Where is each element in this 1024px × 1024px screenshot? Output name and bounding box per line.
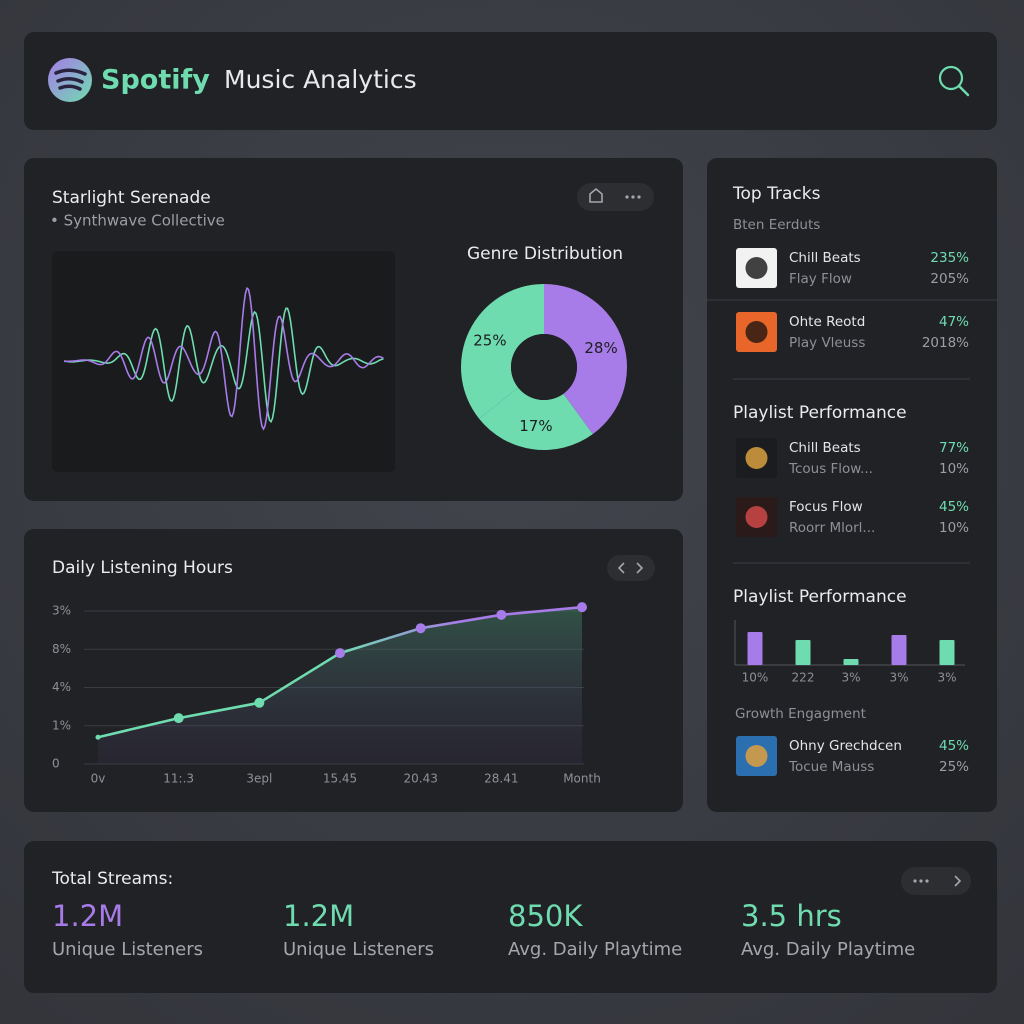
line-area — [98, 607, 582, 764]
track-title: Starlight Serenade — [52, 188, 211, 208]
item-value: 235% — [930, 250, 969, 266]
pie-slice — [479, 387, 593, 451]
stat-label: Avg. Daily Playtime — [508, 939, 682, 960]
item-secondary: 25% — [939, 759, 969, 775]
side-card — [707, 158, 997, 812]
x-tick-label: 3% — [841, 671, 860, 685]
y-tick-label: 8% — [52, 642, 71, 656]
item-title: Chill Beats — [789, 250, 861, 266]
line-point — [415, 623, 426, 634]
bar — [939, 640, 955, 665]
line-point — [577, 602, 587, 613]
item-secondary: 10% — [939, 461, 969, 477]
stat-value: 1.2M — [283, 899, 354, 933]
section-title: Playlist Performance — [733, 403, 907, 423]
x-tick-label: 10% — [742, 671, 769, 685]
donut-hole — [511, 334, 577, 400]
stat-value: 3.5 hrs — [741, 899, 842, 933]
item-subtitle: Tocue Mauss — [788, 759, 874, 775]
item-title: Chill Beats — [789, 440, 861, 456]
chart-title: Playlist Performance — [733, 587, 907, 607]
bar — [843, 659, 859, 665]
item-value: 45% — [939, 499, 969, 515]
item-title: Ohny Grechdcen — [789, 738, 902, 754]
stats-title: Total Streams: — [51, 869, 173, 889]
pie-label: 28% — [584, 339, 617, 357]
item-value: 47% — [939, 314, 969, 330]
x-tick-label: 0v — [91, 772, 106, 786]
logo — [48, 58, 92, 102]
line-point — [173, 713, 184, 724]
bar — [795, 640, 811, 665]
line-point — [496, 609, 507, 620]
section-title: Top Tracks — [732, 184, 821, 204]
waveform — [63, 286, 384, 431]
bar — [891, 635, 907, 665]
x-tick-label: 28.41 — [484, 772, 518, 786]
item-value: 45% — [939, 738, 969, 754]
item-subtitle: Play Vleuss — [789, 335, 865, 351]
search-button[interactable] — [938, 65, 970, 97]
waveform-line — [63, 307, 384, 424]
card-actions[interactable] — [577, 183, 654, 211]
album-art-detail — [745, 447, 768, 469]
line-point — [95, 734, 101, 740]
stat-label: Unique Listeners — [52, 939, 203, 960]
chart-title: Genre Distribution — [467, 244, 623, 264]
x-tick-label: 20.43 — [403, 772, 437, 786]
pie-slice — [460, 284, 544, 419]
pie-label: 25% — [473, 331, 506, 349]
brand: Spotify — [101, 65, 210, 96]
section-title: Growth Engagment — [735, 706, 866, 722]
stats-card — [24, 841, 997, 993]
pie-slice — [544, 284, 627, 435]
track-artist: • Synthwave Collective — [50, 212, 225, 230]
item-title: Ohte Reotd — [789, 314, 865, 330]
section-subtitle: Bten Eerduts — [733, 217, 820, 233]
y-tick-label: 3% — [52, 604, 71, 618]
bar — [747, 632, 763, 665]
pager[interactable] — [607, 555, 655, 581]
x-tick-label: 222 — [792, 671, 815, 685]
line-point — [254, 697, 265, 708]
x-tick-label: 15.45 — [323, 772, 357, 786]
header-card — [24, 32, 997, 130]
chart-title: Daily Listening Hours — [52, 558, 233, 578]
waveform-panel — [52, 251, 395, 472]
pie-label: 17% — [519, 417, 552, 435]
item-secondary: 205% — [930, 271, 969, 287]
stat-label: Unique Listeners — [283, 939, 434, 960]
item-secondary: 2018% — [922, 335, 969, 351]
stats-actions[interactable] — [901, 867, 971, 895]
x-tick-label: 3epl — [246, 772, 272, 786]
y-tick-label: 1% — [52, 718, 71, 732]
x-tick-label: Month — [563, 772, 601, 786]
album-art-detail — [745, 506, 768, 528]
album-art-detail — [745, 257, 768, 279]
x-tick-label: 3% — [937, 671, 956, 685]
item-secondary: 10% — [939, 520, 969, 536]
album-art-detail — [745, 745, 768, 767]
x-tick-label: 3% — [889, 671, 908, 685]
item-value: 77% — [939, 440, 969, 456]
line-point — [335, 648, 345, 659]
x-tick-label: 11:.3 — [163, 772, 194, 786]
item-subtitle: Flay Flow — [789, 271, 852, 287]
item-subtitle: Tcous Flow... — [788, 461, 873, 477]
stat-value: 850K — [508, 899, 583, 933]
album-art-detail — [745, 321, 768, 343]
stat-value: 1.2M — [52, 899, 123, 933]
y-tick-label: 0 — [52, 757, 60, 771]
item-title: Focus Flow — [789, 499, 863, 515]
stat-label: Avg. Daily Playtime — [741, 939, 915, 960]
y-tick-label: 4% — [52, 680, 71, 694]
page-title: Music Analytics — [224, 65, 417, 94]
waveform-line — [64, 286, 384, 431]
item-subtitle: Roorr Mlorl... — [789, 520, 875, 536]
